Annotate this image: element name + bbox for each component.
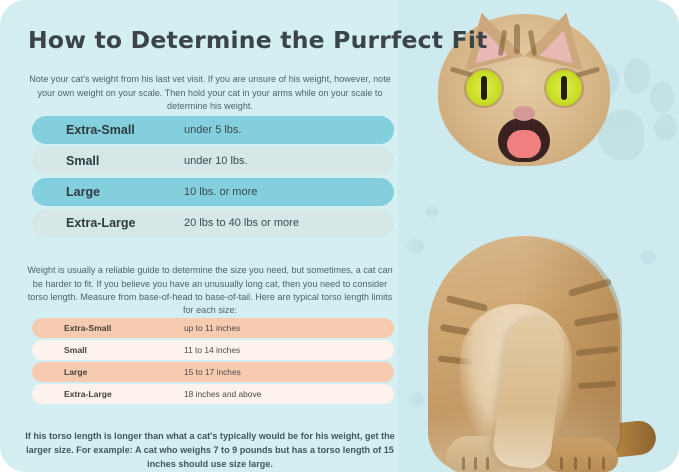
table-row: Large 10 lbs. or more: [32, 178, 394, 206]
table-row: Extra-Small under 5 lbs.: [32, 116, 394, 144]
size-label: Extra-Large: [66, 216, 136, 230]
size-label: Extra-Small: [64, 323, 112, 333]
size-value: 20 lbs to 40 lbs or more: [184, 217, 299, 229]
table-row: Large 15 to 17 inches: [32, 362, 394, 382]
size-value: under 5 lbs.: [184, 124, 242, 136]
content-column: How to Determine the Purrfect Fit Note y…: [25, 26, 488, 470]
intro-paragraph: Note your cat's weight from his last vet…: [29, 74, 391, 111]
size-label: Large: [66, 185, 101, 199]
cat-photo-panel: [398, 0, 679, 472]
size-label: Small: [66, 154, 100, 168]
table-row: Extra-Large 20 lbs to 40 lbs or more: [32, 209, 394, 237]
page-title: How to Determine the Purrfect Fit: [28, 26, 488, 54]
size-value: 18 inches and above: [184, 389, 262, 399]
weight-size-table: Extra-Small under 5 lbs. Small under 10 …: [32, 116, 394, 240]
torso-explanation-paragraph: Weight is usually a reliable guide to de…: [27, 265, 393, 316]
size-label: Small: [64, 345, 87, 355]
table-row: Small under 10 lbs.: [32, 147, 394, 175]
photo-edge-fade: [398, 0, 679, 472]
size-value: 15 to 17 inches: [184, 367, 241, 377]
size-value: 11 to 14 inches: [184, 345, 241, 355]
size-label: Extra-Small: [66, 123, 135, 137]
table-row: Extra-Small up to 11 inches: [32, 318, 394, 338]
size-label: Large: [64, 367, 88, 377]
size-value: under 10 lbs.: [184, 155, 248, 167]
torso-length-table: Extra-Small up to 11 inches Small 11 to …: [32, 318, 394, 406]
conclusion-paragraph: If his torso length is longer than what …: [25, 431, 395, 470]
size-label: Extra-Large: [64, 389, 112, 399]
size-value: 10 lbs. or more: [184, 186, 258, 198]
table-row: Extra-Large 18 inches and above: [32, 384, 394, 404]
table-row: Small 11 to 14 inches: [32, 340, 394, 360]
size-value: up to 11 inches: [184, 323, 241, 333]
